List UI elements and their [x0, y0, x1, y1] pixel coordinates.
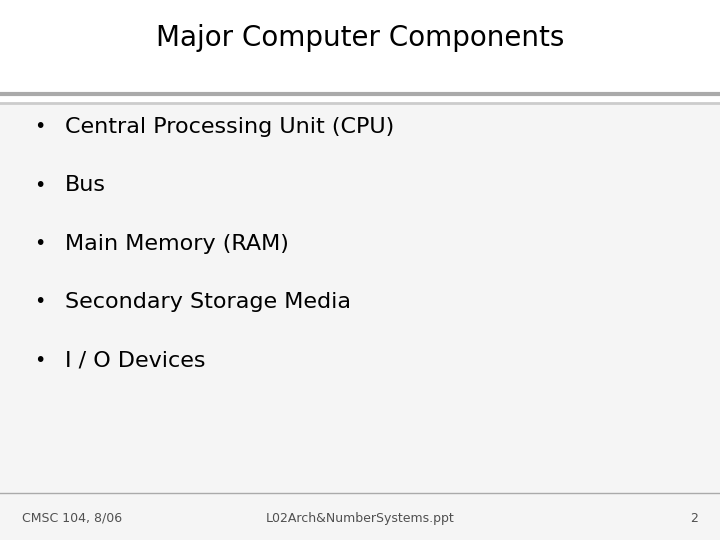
- Text: Secondary Storage Media: Secondary Storage Media: [65, 292, 351, 312]
- Text: •: •: [34, 292, 45, 312]
- Text: •: •: [34, 176, 45, 195]
- Text: I / O Devices: I / O Devices: [65, 350, 205, 370]
- Text: 2: 2: [690, 512, 698, 525]
- Text: Main Memory (RAM): Main Memory (RAM): [65, 233, 289, 254]
- Bar: [0, 0, 720, 94]
- Text: L02Arch&NumberSystems.ppt: L02Arch&NumberSystems.ppt: [266, 512, 454, 525]
- Text: CMSC 104, 8/06: CMSC 104, 8/06: [22, 512, 122, 525]
- Text: Central Processing Unit (CPU): Central Processing Unit (CPU): [65, 117, 394, 137]
- Text: •: •: [34, 350, 45, 370]
- Text: Bus: Bus: [65, 175, 106, 195]
- Text: •: •: [34, 234, 45, 253]
- Bar: [0, 104, 720, 540]
- Text: Major Computer Components: Major Computer Components: [156, 24, 564, 52]
- Text: •: •: [34, 117, 45, 137]
